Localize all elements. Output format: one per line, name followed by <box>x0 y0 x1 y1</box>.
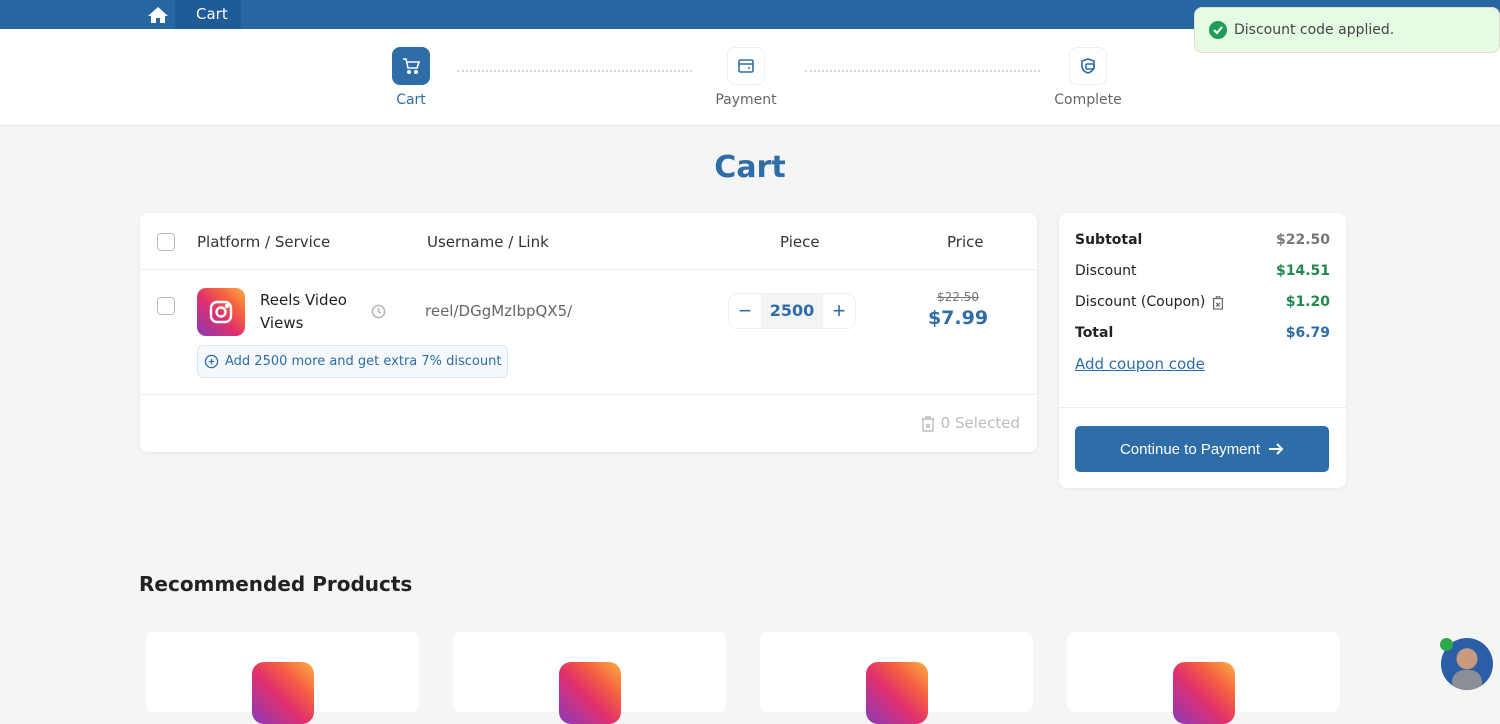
increase-button[interactable]: + <box>823 294 855 328</box>
recommended-title: Recommended Products <box>139 572 413 596</box>
selected-count: 0 Selected <box>940 414 1020 432</box>
header-piece: Piece <box>780 233 820 251</box>
instagram-icon <box>252 662 314 724</box>
upsell-text: Add 2500 more and get extra 7% discount <box>225 354 502 369</box>
total-value: $6.79 <box>1285 325 1330 341</box>
card-icon <box>738 59 754 73</box>
step-complete: Complete <box>1038 47 1138 108</box>
step-divider <box>457 70 692 72</box>
delete-selected-button[interactable]: 0 Selected <box>920 414 1020 432</box>
subtotal-label: Subtotal <box>1075 232 1143 248</box>
instagram-icon <box>197 288 245 336</box>
instagram-icon <box>866 662 928 724</box>
page-title: Cart <box>714 150 786 185</box>
discount-value: $14.51 <box>1275 263 1330 279</box>
plus-circle-icon <box>204 354 219 369</box>
step-label: Payment <box>715 92 777 108</box>
toast-notification: Discount code applied. <box>1194 7 1500 53</box>
service-name: Reels Video Views <box>260 291 347 332</box>
continue-to-payment-button[interactable]: Continue to Payment <box>1075 426 1329 472</box>
check-circle-icon <box>1209 21 1227 39</box>
quantity-stepper: − 2500 + <box>728 293 856 329</box>
cart-table: Platform / Service Username / Link Piece… <box>140 213 1037 452</box>
step-cart: Cart <box>361 47 461 108</box>
cart-icon <box>403 58 421 75</box>
arrow-right-icon <box>1269 443 1284 455</box>
order-summary: Subtotal $22.50 Discount $14.51 Discount (… <box>1059 213 1346 488</box>
instagram-icon <box>559 662 621 724</box>
continue-label: Continue to Payment <box>1119 440 1261 458</box>
product-card[interactable] <box>453 632 726 724</box>
quantity-value[interactable]: 2500 <box>761 294 823 328</box>
select-all-checkbox[interactable] <box>157 233 175 251</box>
step-label: Cart <box>396 92 426 108</box>
product-card[interactable] <box>760 632 1033 724</box>
header-price: Price <box>947 233 984 251</box>
trash-icon <box>921 415 934 432</box>
step-label: Complete <box>1054 92 1122 108</box>
step-payment: Payment <box>696 47 796 108</box>
discount-label: Discount <box>1075 263 1137 279</box>
price: $7.99 <box>927 307 989 329</box>
clock-icon <box>371 304 386 319</box>
step-divider <box>805 70 1040 72</box>
coupon-value: $1.20 <box>1285 294 1330 310</box>
total-label: Total <box>1075 325 1114 341</box>
upsell-button[interactable]: Add 2500 more and get extra 7% discount <box>197 345 509 378</box>
toast-message: Discount code applied. <box>1234 22 1395 38</box>
link-value: reel/DGgMzIbpQX5/ <box>425 302 573 320</box>
subtotal-value: $22.50 <box>1275 232 1330 248</box>
instagram-icon <box>1173 662 1235 724</box>
header-service: Platform / Service <box>197 233 331 251</box>
add-coupon-link[interactable]: Add coupon code <box>1075 355 1205 373</box>
old-price: $22.50 <box>937 290 979 304</box>
online-status-dot <box>1440 638 1453 651</box>
remove-coupon-icon[interactable] <box>1211 295 1225 310</box>
product-card[interactable] <box>146 632 419 724</box>
coupon-label: Discount (Coupon) <box>1075 294 1206 310</box>
shield-check-icon <box>1081 58 1095 74</box>
product-card[interactable] <box>1067 632 1340 724</box>
decrease-button[interactable]: − <box>729 294 761 328</box>
row-checkbox[interactable] <box>157 297 175 315</box>
home-icon <box>148 6 168 23</box>
header-link: Username / Link <box>427 233 549 251</box>
breadcrumb-home[interactable] <box>140 0 176 29</box>
breadcrumb-current: Cart <box>175 0 241 29</box>
